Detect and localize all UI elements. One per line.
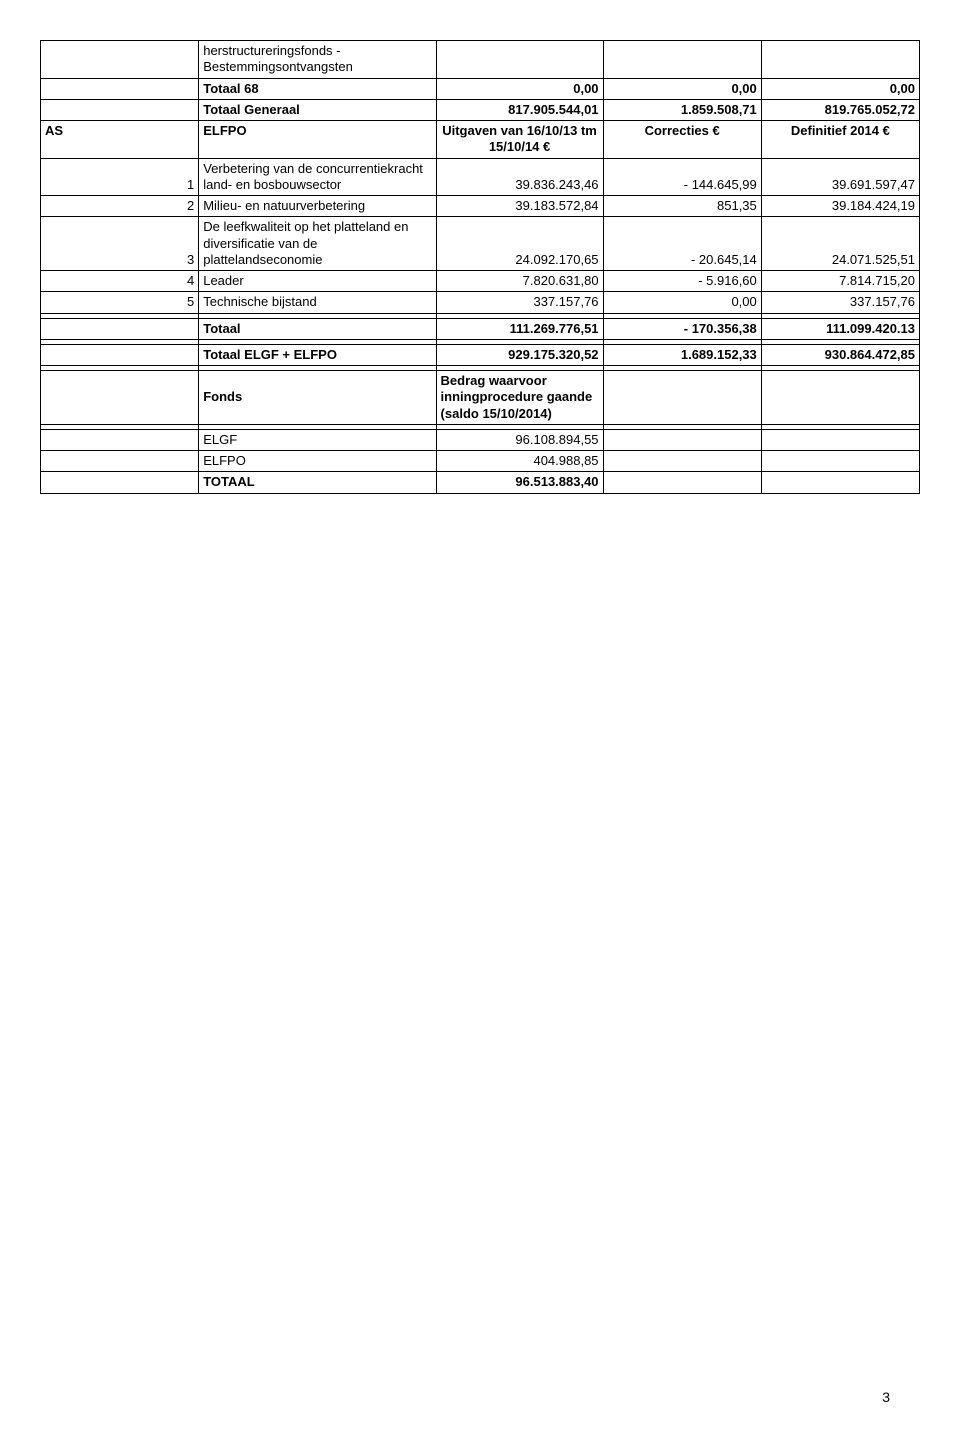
table-cell: 4 [41,271,199,292]
table-cell: 404.988,85 [436,451,603,472]
table-cell [41,78,199,99]
table-cell [761,41,919,79]
table-cell: 929.175.320,52 [436,344,603,365]
table-row: 5Technische bijstand337.157,760,00337.15… [41,292,920,313]
table-cell: Fonds [199,371,436,425]
table-cell [41,318,199,339]
table-cell: 1.859.508,71 [603,99,761,120]
table-cell [603,472,761,493]
table-row: herstructureringsfonds - Bestemmingsontv… [41,41,920,79]
table-cell [603,41,761,79]
table-cell: ELFPO [199,451,436,472]
table-cell: 2 [41,196,199,217]
page-number: 3 [882,1389,890,1405]
table-cell: - 20.645,14 [603,217,761,271]
table-row: Totaal Generaal817.905.544,011.859.508,7… [41,99,920,120]
table-row: ASELFPOUitgaven van 16/10/13 tm 15/10/14… [41,121,920,159]
table-cell: 24.092.170,65 [436,217,603,271]
table-cell [761,429,919,450]
table-row: ELFPO404.988,85 [41,451,920,472]
table-cell: - 5.916,60 [603,271,761,292]
table-cell: 39.184.424,19 [761,196,919,217]
table-cell: Totaal 68 [199,78,436,99]
table-cell: 39.183.572,84 [436,196,603,217]
table-cell: ELGF [199,429,436,450]
table-cell [41,429,199,450]
table-cell: 337.157,76 [761,292,919,313]
table-cell [41,451,199,472]
table-cell: 7.820.631,80 [436,271,603,292]
table-cell: Correcties € [603,121,761,159]
table-row: FondsBedrag waarvoor inningprocedure gaa… [41,371,920,425]
table-cell: 0,00 [603,292,761,313]
table-cell: 24.071.525,51 [761,217,919,271]
table-row: TOTAAL96.513.883,40 [41,472,920,493]
table-cell: TOTAAL [199,472,436,493]
table-row: Totaal111.269.776,51- 170.356,38111.099.… [41,318,920,339]
table-cell: 39.836.243,46 [436,158,603,196]
table-row: Totaal ELGF + ELFPO929.175.320,521.689.1… [41,344,920,365]
table-cell: herstructureringsfonds - Bestemmingsontv… [199,41,436,79]
table-cell: ELFPO [199,121,436,159]
table-cell: 111.269.776,51 [436,318,603,339]
table-cell: - 144.645,99 [603,158,761,196]
table-cell: De leefkwaliteit op het platteland en di… [199,217,436,271]
table-cell: 7.814.715,20 [761,271,919,292]
table-cell [603,371,761,425]
table-cell: Technische bijstand [199,292,436,313]
table-cell: Totaal [199,318,436,339]
table-cell: 337.157,76 [436,292,603,313]
table-cell: 817.905.544,01 [436,99,603,120]
table-cell [603,451,761,472]
table-cell: AS [41,121,199,159]
table-cell: 0,00 [603,78,761,99]
table-cell: 930.864.472,85 [761,344,919,365]
table-cell [761,451,919,472]
table-cell: 0,00 [436,78,603,99]
table-cell [41,99,199,120]
table-row: 4Leader7.820.631,80- 5.916,607.814.715,2… [41,271,920,292]
table-cell: - 170.356,38 [603,318,761,339]
table-cell: 96.513.883,40 [436,472,603,493]
table-cell: 0,00 [761,78,919,99]
table-cell: Definitief 2014 € [761,121,919,159]
table-cell: 851,35 [603,196,761,217]
table-cell: 1.689.152,33 [603,344,761,365]
table-cell [41,472,199,493]
table-cell [41,41,199,79]
table-cell: Milieu- en natuurverbetering [199,196,436,217]
table-cell: Uitgaven van 16/10/13 tm 15/10/14 € [436,121,603,159]
table-row: 1Verbetering van de concurrentiekracht l… [41,158,920,196]
table-cell: 819.765.052,72 [761,99,919,120]
table-cell [603,429,761,450]
table-row: 3De leefkwaliteit op het platteland en d… [41,217,920,271]
table-cell [41,344,199,365]
table-cell: Bedrag waarvoor inningprocedure gaande (… [436,371,603,425]
table-row: ELGF96.108.894,55 [41,429,920,450]
table-cell: 39.691.597,47 [761,158,919,196]
table-cell: 3 [41,217,199,271]
financial-table: herstructureringsfonds - Bestemmingsontv… [40,40,920,494]
table-cell: Leader [199,271,436,292]
table-cell [41,371,199,425]
table-cell: Totaal Generaal [199,99,436,120]
table-cell [761,371,919,425]
table-cell [436,41,603,79]
table-cell: 5 [41,292,199,313]
table-cell: Verbetering van de concurrentiekracht la… [199,158,436,196]
table-cell: 1 [41,158,199,196]
table-cell: 96.108.894,55 [436,429,603,450]
table-row: 2Milieu- en natuurverbetering39.183.572,… [41,196,920,217]
table-cell [761,472,919,493]
table-cell: 111.099.420.13 [761,318,919,339]
table-cell: Totaal ELGF + ELFPO [199,344,436,365]
table-row: Totaal 680,000,000,00 [41,78,920,99]
